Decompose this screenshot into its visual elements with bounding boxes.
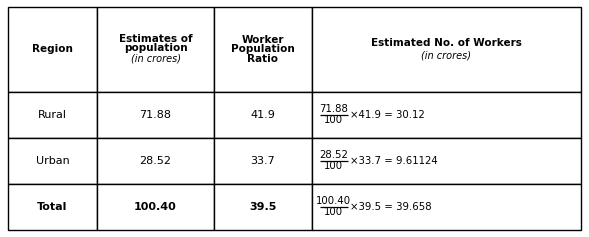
Bar bbox=[8, 184, 97, 230]
Bar bbox=[97, 138, 214, 184]
Text: 28.52: 28.52 bbox=[319, 150, 348, 160]
Text: 71.88: 71.88 bbox=[140, 110, 171, 120]
Text: 100.40: 100.40 bbox=[134, 202, 177, 212]
Bar bbox=[97, 7, 214, 92]
Text: ×41.9 = 30.12: ×41.9 = 30.12 bbox=[350, 110, 425, 120]
Bar bbox=[97, 184, 214, 230]
Text: Ratio: Ratio bbox=[247, 54, 279, 64]
Text: Estimates of: Estimates of bbox=[119, 34, 193, 44]
Text: Estimated No. of Workers: Estimated No. of Workers bbox=[371, 38, 522, 48]
Text: Urban: Urban bbox=[35, 156, 70, 166]
Bar bbox=[8, 138, 97, 184]
Text: 39.5: 39.5 bbox=[249, 202, 277, 212]
Text: 100: 100 bbox=[324, 207, 343, 218]
Text: 100.40: 100.40 bbox=[316, 196, 351, 206]
Bar bbox=[312, 184, 581, 230]
Bar bbox=[8, 7, 97, 92]
Text: ×33.7 = 9.61124: ×33.7 = 9.61124 bbox=[350, 156, 438, 166]
Text: 100: 100 bbox=[324, 115, 343, 125]
Text: Total: Total bbox=[37, 202, 68, 212]
Bar bbox=[312, 92, 581, 138]
Bar bbox=[97, 92, 214, 138]
Text: (in crores): (in crores) bbox=[131, 54, 181, 64]
Bar bbox=[214, 92, 312, 138]
Text: 28.52: 28.52 bbox=[140, 156, 171, 166]
Bar bbox=[312, 138, 581, 184]
Text: Region: Region bbox=[32, 44, 73, 54]
Bar bbox=[8, 92, 97, 138]
Bar bbox=[214, 7, 312, 92]
Text: Worker: Worker bbox=[241, 35, 284, 45]
Text: population: population bbox=[124, 43, 187, 53]
Text: (in crores): (in crores) bbox=[421, 50, 471, 60]
Text: ×39.5 = 39.658: ×39.5 = 39.658 bbox=[350, 202, 431, 212]
Text: 100: 100 bbox=[324, 161, 343, 171]
Text: 71.88: 71.88 bbox=[319, 104, 348, 114]
Text: 41.9: 41.9 bbox=[250, 110, 276, 120]
Bar bbox=[312, 7, 581, 92]
Bar bbox=[214, 138, 312, 184]
Text: 33.7: 33.7 bbox=[250, 156, 276, 166]
Text: Rural: Rural bbox=[38, 110, 67, 120]
Text: Population: Population bbox=[231, 44, 295, 54]
Bar bbox=[214, 184, 312, 230]
